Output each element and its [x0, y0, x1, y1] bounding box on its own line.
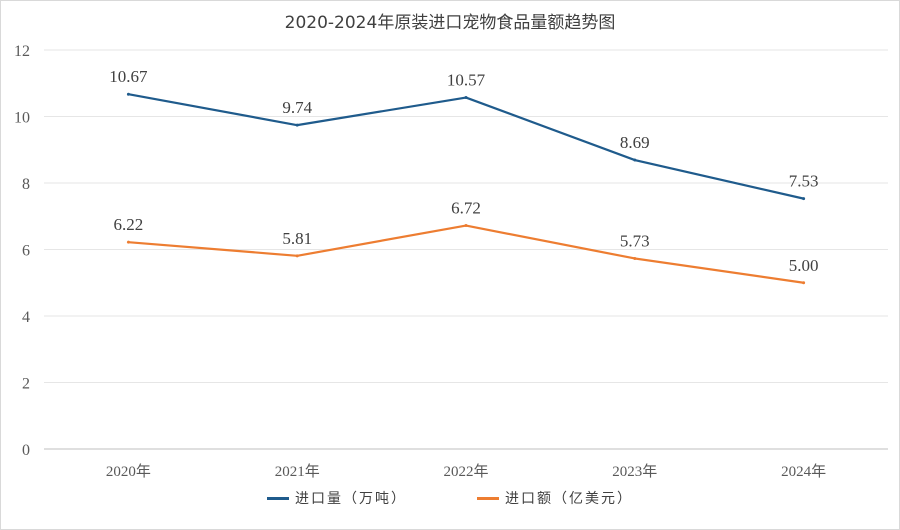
data-point	[802, 281, 806, 285]
data-point	[295, 254, 299, 258]
y-tick-label: 0	[22, 442, 30, 459]
data-label: 8.69	[620, 133, 650, 152]
x-tick-label: 2021年	[275, 463, 320, 480]
x-tick-label: 2020年	[106, 463, 151, 480]
y-tick-label: 12	[14, 43, 30, 60]
data-label: 7.53	[789, 172, 819, 191]
legend: 进口量（万吨） 进口额（亿美元）	[0, 488, 900, 508]
y-tick-label: 10	[14, 110, 30, 127]
x-tick-label: 2024年	[781, 463, 826, 480]
legend-item-value: 进口额（亿美元）	[477, 488, 633, 508]
x-tick-label: 2022年	[443, 463, 488, 480]
data-point	[464, 224, 468, 228]
data-label: 10.57	[447, 71, 486, 90]
data-label: 6.22	[114, 215, 144, 234]
data-label: 5.73	[620, 231, 650, 250]
data-label: 6.72	[451, 199, 481, 218]
series-layer: 10.67 9.74 10.57 8.69 7.53 6.22 5.81 6.72 5.73 5.…	[109, 67, 819, 285]
data-label: 9.74	[282, 98, 312, 117]
y-axis: 0 2 4 6 8 10 12	[14, 43, 30, 459]
data-point	[295, 123, 299, 127]
data-point	[633, 158, 637, 162]
x-tick-label: 2023年	[612, 463, 657, 480]
y-tick-label: 4	[22, 309, 30, 326]
y-tick-label: 8	[22, 176, 30, 193]
legend-swatch-volume	[267, 496, 289, 500]
legend-label-volume: 进口量（万吨）	[295, 491, 407, 507]
legend-item-volume: 进口量（万吨）	[267, 488, 407, 508]
data-label: 5.00	[789, 256, 819, 275]
x-axis: 2020年 2021年 2022年 2023年 2024年	[106, 463, 826, 480]
y-tick-label: 2	[22, 376, 30, 393]
data-point	[126, 92, 130, 96]
series-line-1	[128, 224, 804, 284]
gridlines	[44, 49, 888, 450]
data-label: 5.81	[282, 229, 312, 248]
data-point	[802, 197, 806, 201]
legend-label-value: 进口额（亿美元）	[505, 491, 633, 507]
y-tick-label: 6	[22, 243, 30, 260]
data-point	[464, 96, 468, 100]
legend-swatch-value	[477, 496, 499, 500]
data-point	[126, 240, 130, 244]
data-label: 10.67	[109, 67, 148, 86]
chart-title: 2020-2024年原装进口宠物食品量额趋势图	[284, 13, 616, 33]
data-point	[633, 256, 637, 260]
